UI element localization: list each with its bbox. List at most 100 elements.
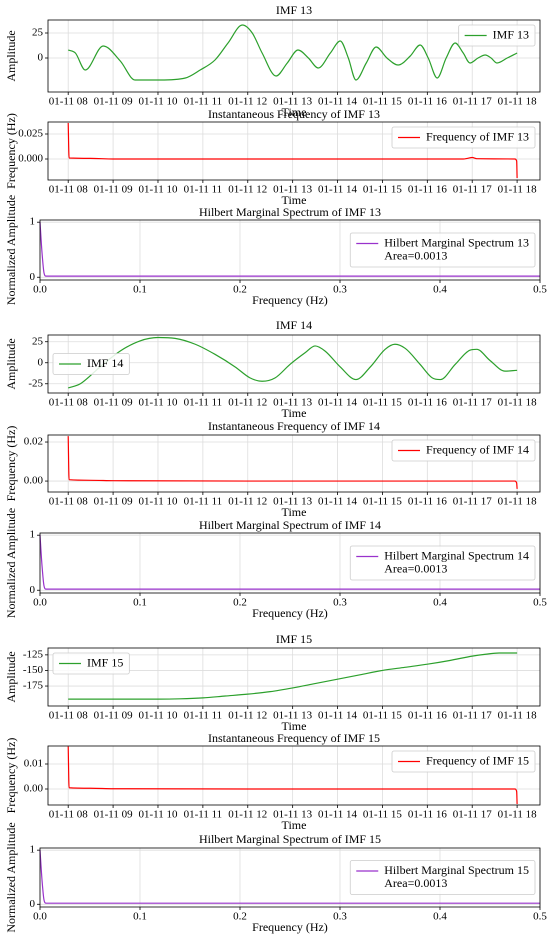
y-tick-label: 0.01 <box>24 758 43 770</box>
legend-box <box>458 24 536 47</box>
x-tick-label: 01-11 13 <box>273 809 313 821</box>
y-tick-label: 0 <box>38 356 44 368</box>
x-tick-label: 01-11 17 <box>453 496 493 508</box>
x-tick-label: 01-11 14 <box>318 397 358 409</box>
subplot: Hilbert Marginal Spectrum of IMF 14 0.0 0.… <box>4 508 548 620</box>
y-axis-label: Amplitude <box>4 338 18 389</box>
x-axis-label: Time <box>282 818 307 832</box>
x-tick-label: 01-11 15 <box>363 96 403 108</box>
subplot-title: Instantaneous Frequency of IMF 14 <box>208 419 380 433</box>
legend: IMF 14 <box>52 353 130 375</box>
x-tick-label: 01-11 09 <box>94 710 134 722</box>
series-line <box>68 336 518 389</box>
y-axis-label: Normalized Amplitude <box>4 822 18 932</box>
x-axis-label: Time <box>282 505 307 519</box>
x-axis-label: Time <box>282 719 307 733</box>
axes-frame <box>47 745 541 806</box>
y-tick-label: 0 <box>38 52 44 64</box>
y-tick-label: -175 <box>23 680 44 692</box>
y-axis-label: Normalized Amplitude <box>4 195 18 305</box>
x-tick-label: 0.1 <box>133 284 147 296</box>
y-axis-label: Normalized Amplitude <box>4 508 18 618</box>
x-tick-label: 01-11 08 <box>49 184 89 196</box>
x-tick-label: 01-11 17 <box>453 710 493 722</box>
x-tick-label: 01-11 13 <box>273 184 313 196</box>
y-axis-label: Frequency (Hz) <box>4 738 18 814</box>
y-tick-label: -125 <box>23 648 44 660</box>
series-line <box>39 222 540 277</box>
axes-frame <box>47 121 541 181</box>
y-tick-label: 0.025 <box>18 128 43 140</box>
legend-label: Hilbert Marginal Spectrum 14 <box>384 548 529 562</box>
x-tick-label: 0.4 <box>433 597 447 609</box>
axes-frame <box>39 219 541 281</box>
series-line <box>39 535 540 590</box>
x-tick-label: 01-11 11 <box>184 496 223 508</box>
x-tick-label: 01-11 15 <box>363 184 403 196</box>
y-tick-label: 0.000 <box>18 153 43 165</box>
x-tick-label: 01-11 08 <box>49 809 89 821</box>
y-tick-label: 0 <box>30 898 36 910</box>
x-tick-label: 01-11 16 <box>408 710 448 722</box>
x-axis-label: Frequency (Hz) <box>252 920 328 934</box>
x-tick-label: 0.0 <box>33 597 47 609</box>
x-tick-label: 0.1 <box>133 911 147 923</box>
x-tick-label: 01-11 12 <box>228 397 267 409</box>
subplot-title: Hilbert Marginal Spectrum of IMF 13 <box>199 205 381 219</box>
x-tick-label: 01-11 08 <box>49 496 89 508</box>
axes-frame <box>47 334 541 394</box>
subplot-title: Instantaneous Frequency of IMF 15 <box>208 731 380 745</box>
legend: IMF 15 <box>52 652 130 675</box>
axes-frame <box>47 647 541 707</box>
x-tick-label: 01-11 13 <box>273 96 313 108</box>
x-tick-label: 01-11 14 <box>318 184 358 196</box>
x-tick-label: 01-11 09 <box>94 184 134 196</box>
x-tick-label: 01-11 11 <box>184 397 223 409</box>
x-tick-label: 0.0 <box>33 284 47 296</box>
x-tick-label: 01-11 12 <box>228 496 267 508</box>
legend-box <box>391 126 536 149</box>
x-tick-label: 0.4 <box>433 911 447 923</box>
legend: IMF 13 <box>458 24 536 47</box>
x-tick-label: 01-11 17 <box>453 397 493 409</box>
x-tick-label: 0.5 <box>533 284 547 296</box>
legend-label: Frequency of IMF 15 <box>426 753 529 767</box>
legend-box <box>391 439 536 462</box>
series-line <box>67 24 518 81</box>
y-tick-label: 1 <box>30 529 36 541</box>
x-tick-label: 0.3 <box>333 284 347 296</box>
axes-frame <box>47 19 541 93</box>
series-line <box>67 746 518 805</box>
legend-box <box>349 860 536 895</box>
x-tick-label: 01-11 11 <box>184 96 223 108</box>
subplot: IMF 13 01-11 08 01-11 09 01-11 10 01-11 11 01… <box>4 3 541 119</box>
x-tick-label: 01-11 10 <box>138 496 178 508</box>
x-tick-label: 01-11 08 <box>49 710 89 722</box>
x-tick-label: 0.2 <box>233 911 247 923</box>
legend-label: Hilbert Marginal Spectrum 13 <box>384 235 529 249</box>
legend: Frequency of IMF 15 <box>391 750 536 773</box>
x-tick-label: 01-11 12 <box>228 710 267 722</box>
x-tick-label: 01-11 18 <box>498 496 538 508</box>
legend-box <box>52 353 130 375</box>
y-tick-label: -25 <box>28 377 43 389</box>
x-tick-label: 0.4 <box>433 284 447 296</box>
y-tick-label: 1 <box>30 844 36 856</box>
legend-note: Area=0.0013 <box>384 248 447 262</box>
x-tick-label: 0.2 <box>233 597 247 609</box>
subplot: IMF 14 01-11 08 01-11 09 01-11 10 01-11 11 01… <box>4 318 541 420</box>
x-tick-label: 0.5 <box>533 597 547 609</box>
x-tick-label: 01-11 12 <box>228 184 267 196</box>
subplot-title: IMF 14 <box>276 318 312 332</box>
subplot-title: Instantaneous Frequency of IMF 13 <box>208 107 380 121</box>
y-tick-label: 0.00 <box>24 783 44 795</box>
legend: Frequency of IMF 14 <box>391 439 536 462</box>
y-axis-label: Amplitude <box>4 30 18 81</box>
y-tick-label: 0 <box>30 271 36 283</box>
x-tick-label: 01-11 09 <box>94 496 134 508</box>
axes-frame <box>39 847 541 908</box>
y-tick-label: 0.02 <box>24 436 43 448</box>
